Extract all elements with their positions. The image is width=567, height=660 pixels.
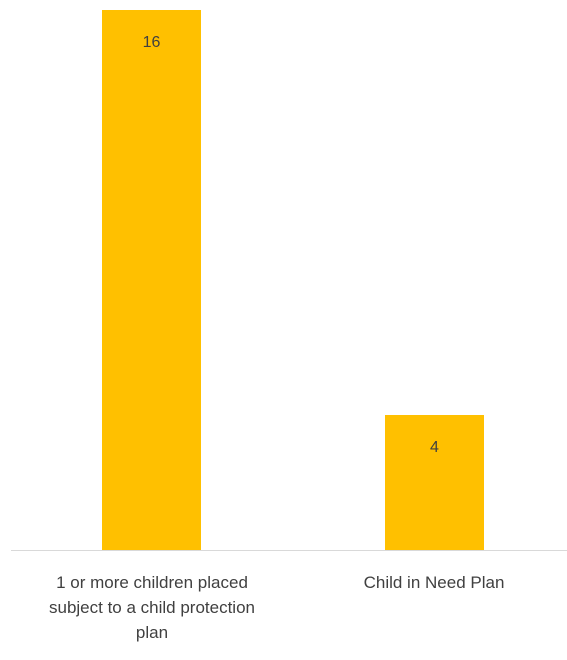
category-label-line: plan xyxy=(136,623,168,642)
data-label-group: 16 4 xyxy=(143,34,439,456)
category-label-line: subject to a child protection xyxy=(49,598,255,617)
category-label-2: Child in Need Plan xyxy=(364,573,505,592)
bar-group xyxy=(102,10,484,550)
category-label-1: 1 or more children placed subject to a ch… xyxy=(49,573,255,642)
category-label-line: Child in Need Plan xyxy=(364,573,505,592)
data-label-1: 16 xyxy=(143,34,161,51)
category-label-group: 1 or more children placed subject to a ch… xyxy=(49,573,504,642)
bar-2 xyxy=(385,415,484,550)
data-label-2: 4 xyxy=(430,439,439,456)
bar-1 xyxy=(102,10,201,550)
category-label-line: 1 or more children placed xyxy=(56,573,248,592)
